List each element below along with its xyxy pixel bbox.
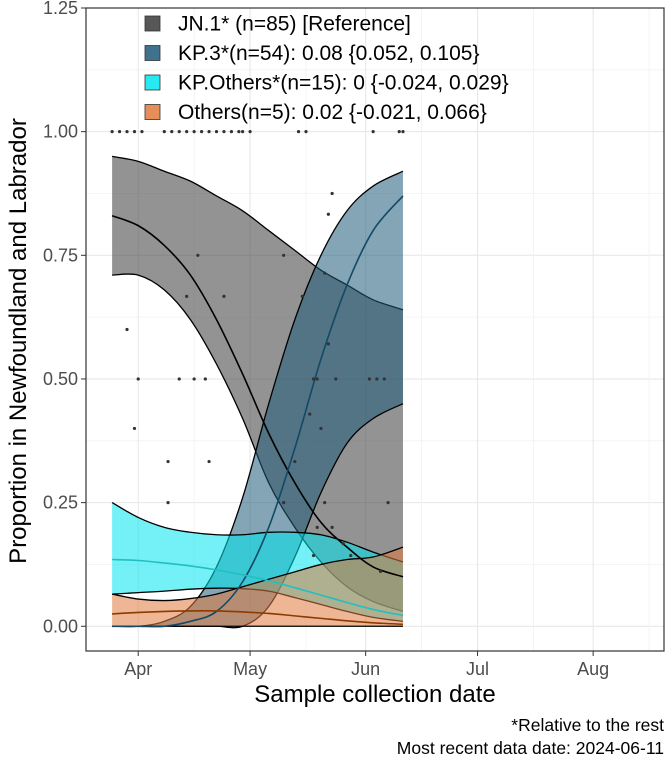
x-tick-label: May bbox=[233, 659, 267, 679]
data-point bbox=[222, 294, 226, 298]
data-point bbox=[136, 377, 140, 381]
data-point bbox=[166, 501, 170, 505]
series-line-3 bbox=[112, 610, 404, 626]
data-point bbox=[170, 130, 174, 134]
data-point bbox=[177, 377, 181, 381]
y-tick-label: 0.25 bbox=[43, 493, 78, 513]
data-point bbox=[177, 130, 181, 134]
data-point bbox=[300, 294, 304, 298]
series-line-1 bbox=[112, 195, 404, 628]
x-axis-ticks: Apr May Jun Jul Aug bbox=[124, 651, 609, 679]
y-tick-label: 0.50 bbox=[43, 369, 78, 389]
series-line-2 bbox=[112, 558, 404, 617]
data-point bbox=[185, 130, 189, 134]
data-points bbox=[110, 130, 405, 573]
data-point bbox=[330, 191, 334, 196]
data-point bbox=[323, 501, 327, 505]
y-tick-label: 0.00 bbox=[43, 616, 78, 636]
data-point bbox=[311, 553, 316, 558]
legend-key-3 bbox=[144, 104, 161, 120]
legend-label-1: KP.3*(n=54): 0.08 {0.052, 0.105} bbox=[178, 42, 479, 65]
data-point bbox=[237, 130, 241, 134]
legend-label-3: Others(n=5): 0.02 {-0.021, 0.066} bbox=[178, 101, 487, 124]
data-point bbox=[207, 130, 211, 134]
data-point bbox=[248, 130, 252, 134]
data-point bbox=[282, 501, 286, 505]
data-point bbox=[296, 130, 301, 134]
data-point bbox=[207, 459, 211, 464]
data-point bbox=[341, 542, 345, 546]
data-point bbox=[110, 130, 114, 134]
data-point bbox=[311, 377, 316, 381]
data-point bbox=[304, 130, 308, 134]
data-point bbox=[319, 426, 323, 431]
confidence-band-0 bbox=[112, 156, 403, 612]
legend-key-1 bbox=[144, 45, 161, 61]
confidence-band-1 bbox=[112, 171, 403, 628]
data-point bbox=[192, 377, 196, 381]
data-point bbox=[166, 459, 170, 464]
legend-label-2: KP.Others*(n=15): 0 {-0.024, 0.029} bbox=[178, 72, 509, 95]
plot-panel-border bbox=[85, 7, 665, 652]
data-point bbox=[117, 130, 122, 134]
data-point bbox=[315, 377, 319, 381]
data-point bbox=[386, 501, 390, 505]
data-point bbox=[315, 525, 319, 529]
data-point bbox=[200, 130, 204, 134]
x-tick-label: Apr bbox=[124, 659, 152, 679]
y-axis-title: Proportion in Newfoundland and Labrador bbox=[5, 118, 32, 564]
confidence-band-3 bbox=[112, 547, 403, 627]
data-point bbox=[349, 553, 353, 558]
data-point bbox=[132, 130, 137, 134]
data-point bbox=[162, 130, 166, 134]
caption-relative-note: *Relative to the rest bbox=[511, 715, 664, 735]
data-point bbox=[326, 342, 330, 346]
data-point bbox=[367, 377, 372, 381]
data-point bbox=[125, 327, 129, 332]
data-point bbox=[308, 412, 312, 416]
y-axis-ticks: 0.00 0.25 0.50 0.75 1.00 1.25 bbox=[43, 0, 86, 636]
data-point bbox=[323, 271, 327, 275]
x-axis-title: Sample collection date bbox=[254, 681, 495, 708]
legend-key-0 bbox=[144, 15, 161, 32]
band-upper-edge-3 bbox=[111, 546, 404, 602]
series-line-0 bbox=[111, 214, 404, 578]
series-lines bbox=[111, 195, 404, 628]
confidence-bands bbox=[111, 155, 404, 629]
data-point bbox=[125, 130, 129, 134]
y-tick-label: 1.25 bbox=[43, 0, 78, 18]
data-point bbox=[214, 130, 219, 134]
legend-label-0: JN.1* (n=85) [Reference] bbox=[178, 13, 411, 36]
data-point bbox=[330, 525, 334, 529]
x-tick-label: Jun bbox=[351, 659, 380, 679]
data-point bbox=[229, 130, 234, 134]
x-tick-label: Aug bbox=[577, 659, 609, 679]
y-tick-label: 0.75 bbox=[43, 245, 78, 265]
data-point bbox=[192, 130, 196, 134]
data-point bbox=[371, 130, 375, 134]
legend-key-2 bbox=[144, 74, 161, 91]
band-upper-edge-2 bbox=[111, 502, 404, 563]
data-point bbox=[382, 377, 386, 381]
data-point bbox=[222, 130, 226, 134]
caption-recent-date: Most recent data date: 2024-06-11 bbox=[397, 738, 664, 758]
data-point bbox=[401, 130, 405, 134]
data-point bbox=[241, 130, 245, 134]
data-point bbox=[132, 426, 137, 431]
y-tick-label: 1.00 bbox=[43, 122, 78, 142]
x-tick-label: Jul bbox=[466, 659, 489, 679]
data-point bbox=[375, 377, 379, 381]
data-point bbox=[196, 253, 200, 257]
data-point bbox=[397, 130, 401, 134]
data-point bbox=[140, 130, 144, 134]
data-point bbox=[378, 569, 383, 573]
data-point bbox=[334, 377, 338, 381]
data-point bbox=[293, 459, 297, 464]
data-point bbox=[282, 253, 286, 257]
data-point bbox=[203, 377, 207, 381]
legend: JN.1* (n=85) [Reference] KP.3*(n=54): 0.0… bbox=[144, 13, 509, 124]
data-point bbox=[185, 294, 189, 298]
data-point bbox=[326, 212, 330, 216]
